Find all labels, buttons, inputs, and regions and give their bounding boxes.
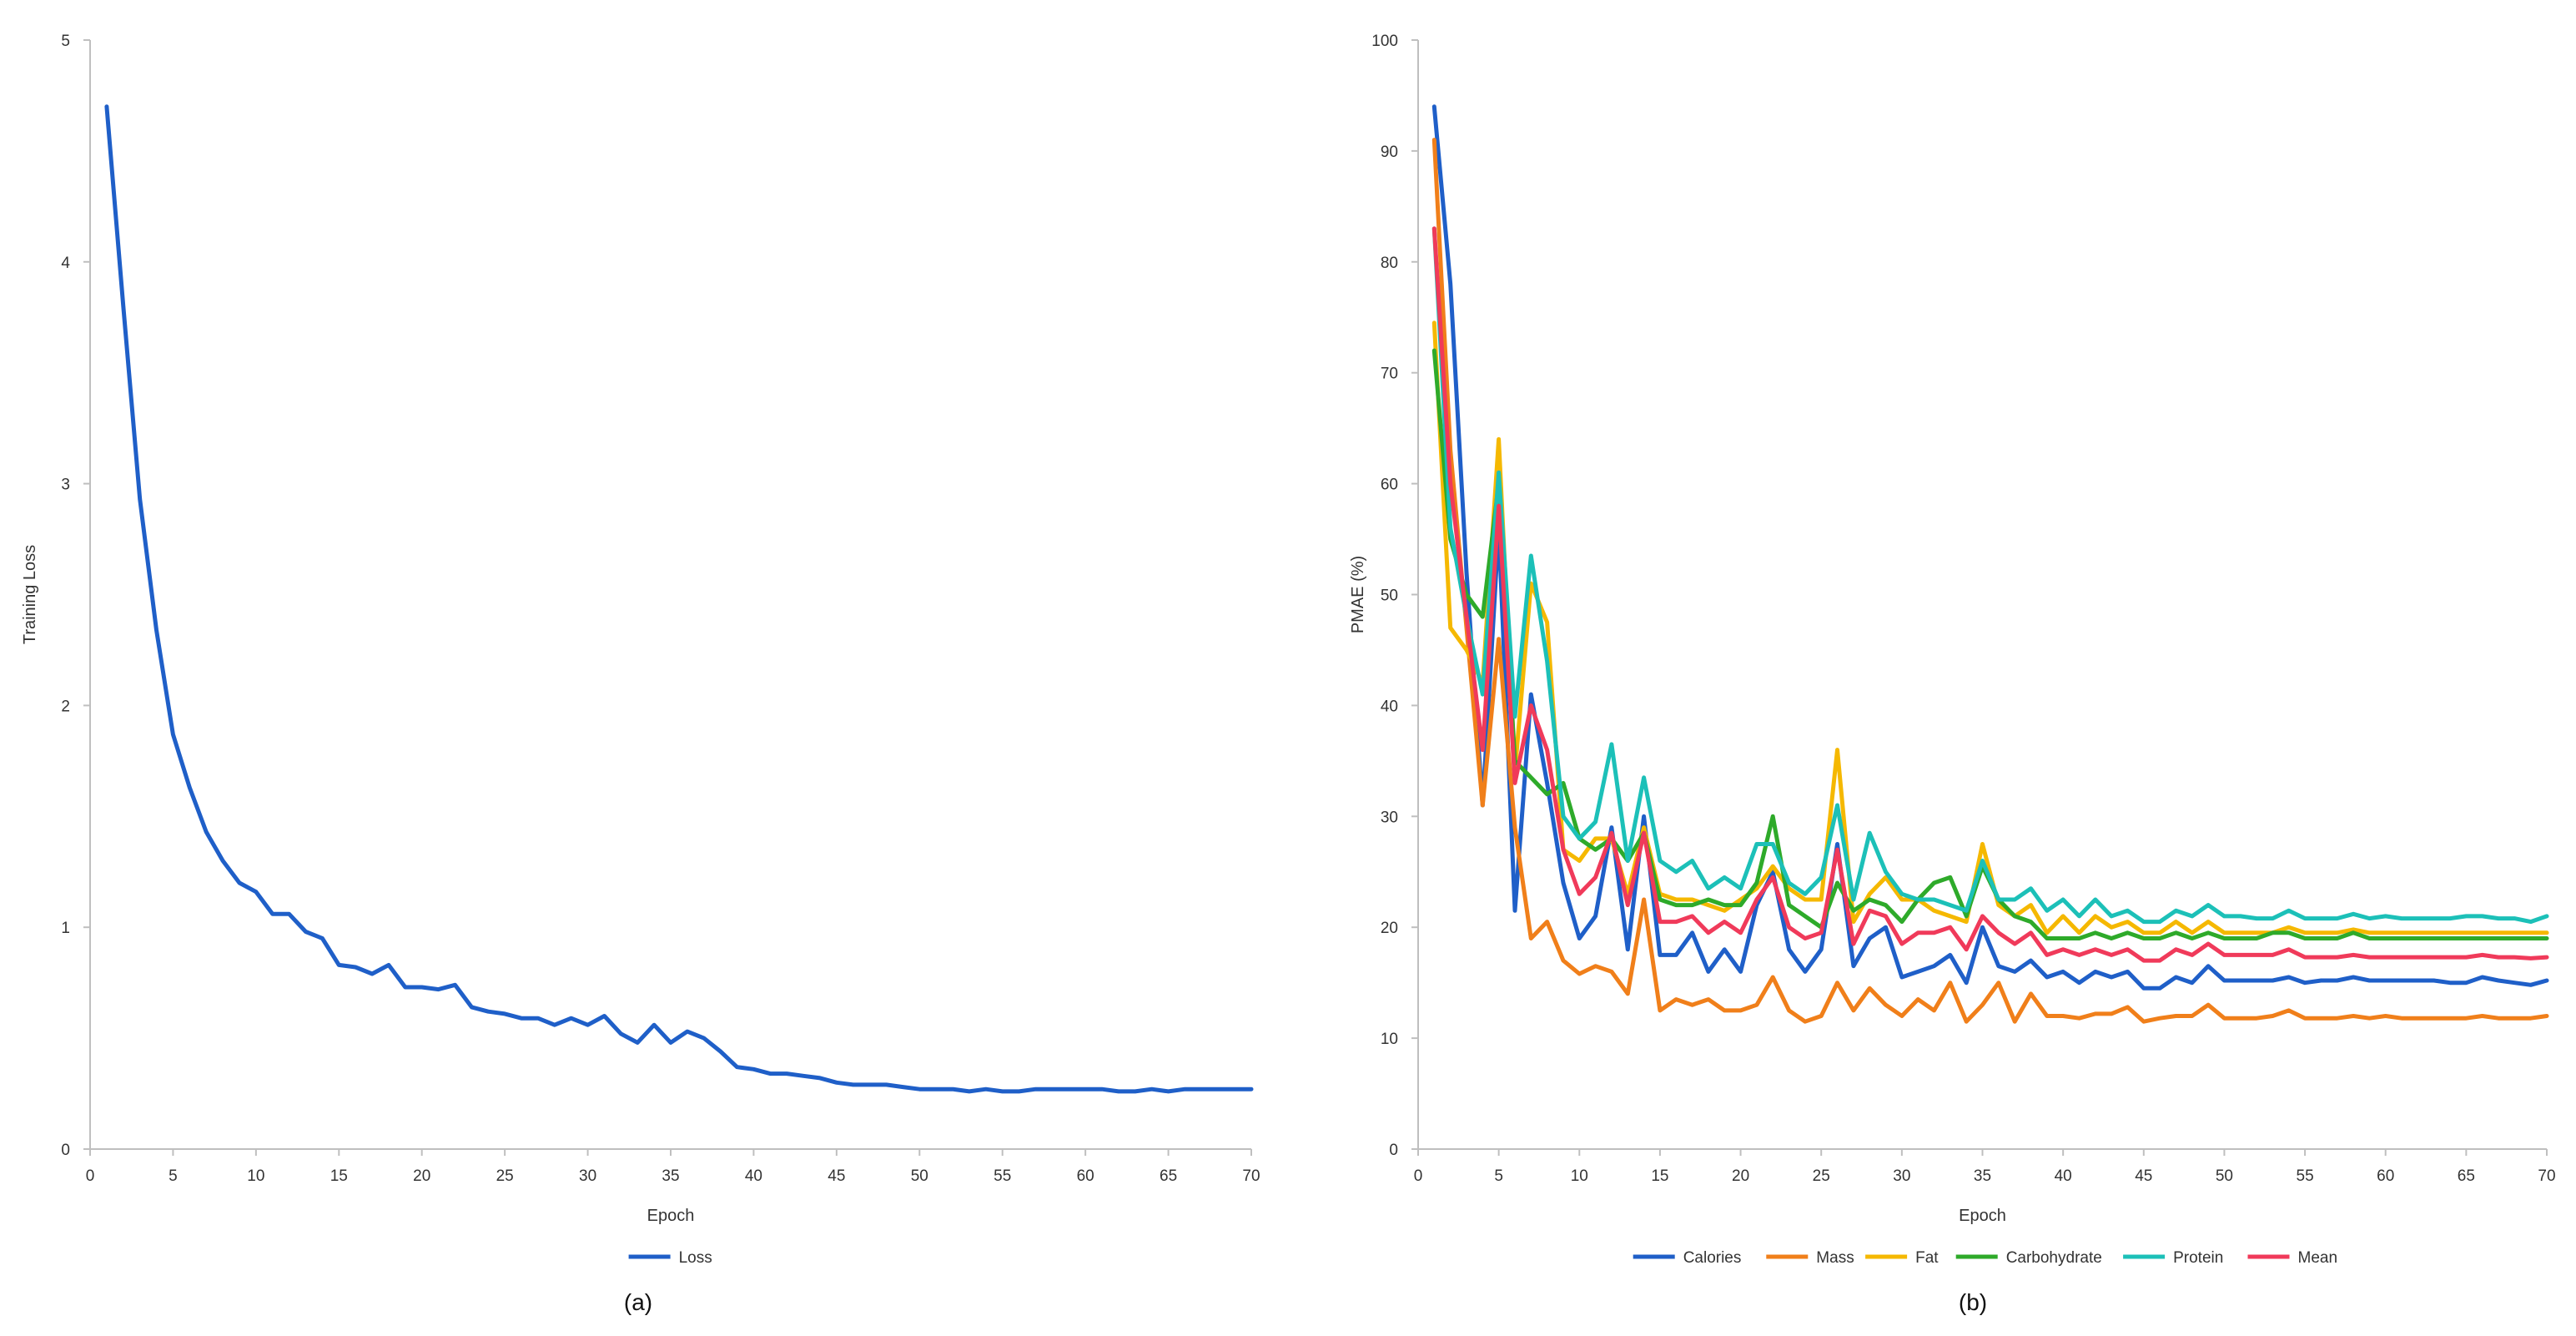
legend: Calories Mass Fat Carbohydrate Protein Mean [1633,1249,2337,1267]
x-tick-label: 60 [2377,1167,2394,1185]
series-line-mean [1431,226,2549,963]
legend-item-mean: Mean [2247,1249,2338,1267]
series-line-calories [1431,104,2549,991]
x-tick-label: 35 [1974,1167,1991,1185]
series-line-mass [1431,138,2549,1024]
y-tick-label: 40 [1381,698,1398,715]
chart-caption: (a) [624,1289,652,1315]
y-tick-label: 1 [61,920,70,937]
x-tick-label: 25 [496,1167,514,1185]
legend-item-fat: Fat [1865,1249,1939,1267]
y-tick-label: 3 [61,476,70,494]
y-tick-label: 0 [61,1142,70,1159]
series-line-loss [104,104,1254,1094]
legend-item-mass: Mass [1766,1249,1854,1267]
x-tick-label: 15 [330,1167,348,1185]
y-tick-label: 30 [1381,809,1398,826]
legend-label: Mass [1816,1249,1854,1267]
x-tick-label: 55 [994,1167,1011,1185]
y-tick-label: 100 [1371,33,1398,50]
y-tick-label: 80 [1381,255,1398,272]
x-tick-label: 40 [2055,1167,2072,1185]
y-tick-label: 70 [1381,366,1398,383]
x-tick-label: 30 [1893,1167,1910,1185]
y-tick-label: 2 [61,698,70,715]
y-tick-label: 20 [1381,920,1398,937]
x-axis-title: Epoch [1959,1207,2006,1225]
x-tick-label: 65 [1160,1167,1177,1185]
y-tick-label: 60 [1381,476,1398,494]
y-axis-title: PMAE (%) [1349,556,1367,633]
series-line-fat [1431,320,2549,935]
x-tick-label: 45 [828,1167,845,1185]
x-tick-label: 60 [1077,1167,1094,1185]
x-tick-label: 20 [1732,1167,1749,1185]
series-line-protein [1431,226,2549,925]
legend: Loss [628,1249,712,1267]
x-axis-title: Epoch [647,1207,695,1225]
x-tick-label: 65 [2458,1167,2475,1185]
chart-b: 0 10 20 30 40 50 60 70 80 90 100 0 5 10 15 20 25 30 35 40 45… [1349,33,2556,1315]
y-tick-label: 5 [61,33,70,50]
x-tick-label: 30 [579,1167,596,1185]
legend-item-loss: Loss [628,1249,712,1267]
y-tick-label: 50 [1381,587,1398,605]
legend-label: Calories [1683,1249,1742,1267]
legend-label: Loss [679,1249,712,1267]
legend-item-protein: Protein [2123,1249,2223,1267]
x-tick-label: 5 [1494,1167,1503,1185]
y-tick-label: 90 [1381,144,1398,161]
series-line-carbohydrate [1431,348,2549,940]
x-tick-label: 0 [86,1167,95,1185]
x-tick-label: 15 [1651,1167,1668,1185]
y-tick-label: 4 [61,255,70,272]
y-tick-label: 10 [1381,1031,1398,1048]
y-axis-title: Training Loss [21,545,39,644]
x-tick-label: 45 [2135,1167,2152,1185]
x-tick-label: 10 [1571,1167,1588,1185]
legend-item-calories: Calories [1633,1249,1742,1267]
chart-caption: (b) [1959,1289,1987,1315]
x-tick-label: 25 [1813,1167,1830,1185]
legend-item-carbohydrate: Carbohydrate [1955,1249,2102,1267]
x-tick-label: 40 [745,1167,762,1185]
x-tick-label: 5 [169,1167,178,1185]
x-tick-label: 35 [662,1167,679,1185]
x-tick-label: 50 [2216,1167,2233,1185]
legend-label: Fat [1915,1249,1939,1267]
y-tick-label: 0 [1389,1142,1398,1159]
legend-label: Carbohydrate [2006,1249,2102,1267]
legend-label: Mean [2298,1249,2338,1267]
x-tick-label: 55 [2297,1167,2314,1185]
x-tick-label: 0 [1414,1167,1423,1185]
x-tick-label: 10 [247,1167,264,1185]
x-tick-label: 50 [911,1167,928,1185]
legend-label: Protein [2173,1249,2223,1267]
x-tick-label: 20 [413,1167,430,1185]
x-tick-label: 70 [1242,1167,1260,1185]
x-tick-label: 70 [2538,1167,2555,1185]
